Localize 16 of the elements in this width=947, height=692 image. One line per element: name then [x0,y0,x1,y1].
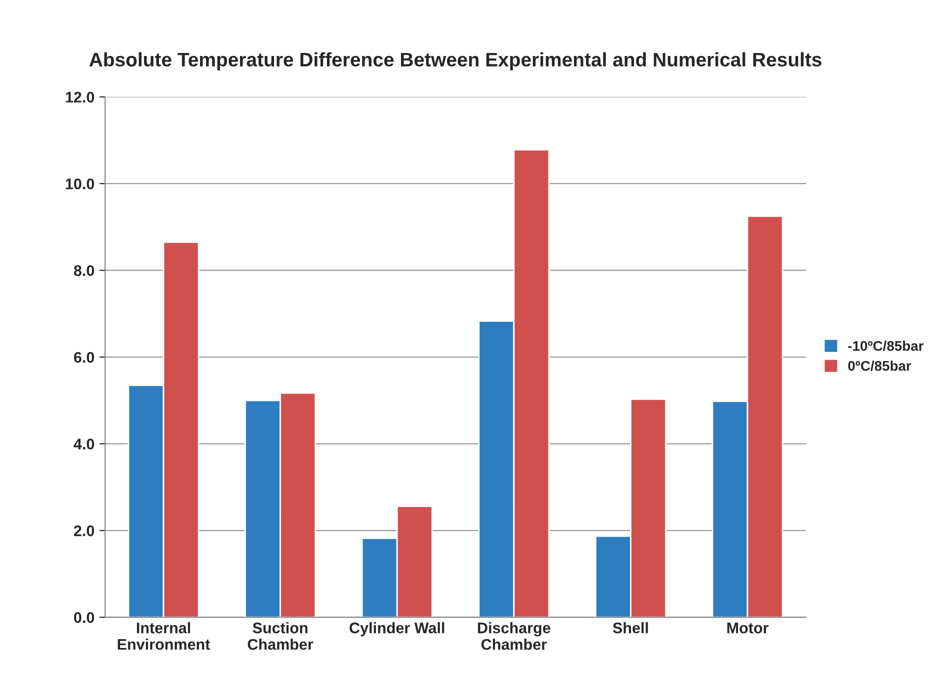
x-tick-label: Internal Environment [118,622,210,650]
y-tick-label: 0.0 [74,612,94,623]
x-tick-label: Motor [727,622,768,634]
chart-title: Absolute Temperature Difference Between Experimental and Numerical Results [89,52,822,70]
x-tick-label: Shell [612,622,648,634]
y-tick-label: 8.0 [74,265,94,276]
y-tick-label: 6.0 [74,352,94,363]
x-tick-label: Cylinder Wall [350,622,444,636]
y-tick-label: 2.0 [74,525,94,536]
legend-label: 0ºC/85bar [848,360,912,371]
y-tick-label: 4.0 [74,438,94,450]
y-tick-label: 10.0 [66,178,94,190]
x-tick-label: Discharge Chamber [478,622,550,650]
y-tick-label: 12.0 [66,92,94,103]
x-tick-label: Suction Chamber [248,622,314,650]
legend-label: -10ºC/85bar [848,340,924,351]
